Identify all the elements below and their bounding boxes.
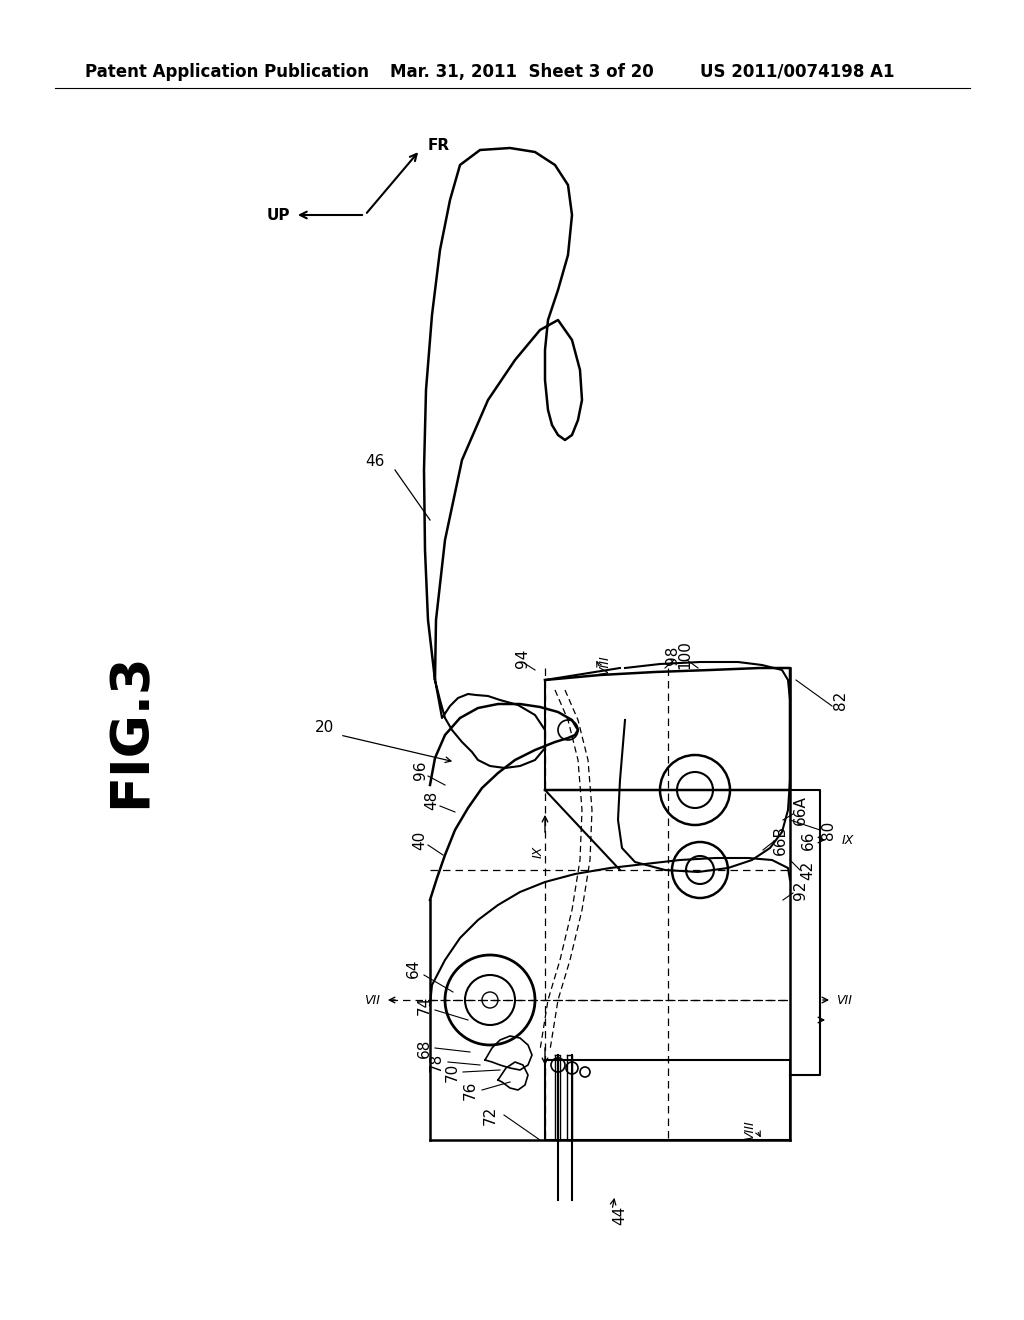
Text: 92: 92 [793,880,808,900]
Text: 100: 100 [678,640,692,669]
Text: Mar. 31, 2011  Sheet 3 of 20: Mar. 31, 2011 Sheet 3 of 20 [390,63,653,81]
Text: 70: 70 [444,1063,460,1081]
Text: 80: 80 [820,820,836,840]
Text: 42: 42 [801,861,815,879]
Text: 82: 82 [833,690,848,710]
Text: VIII: VIII [598,655,611,675]
Text: 72: 72 [482,1105,498,1125]
Text: UP: UP [266,207,290,223]
Text: 74: 74 [417,995,431,1015]
Text: 94: 94 [514,648,529,668]
Text: 66A: 66A [793,795,808,825]
Text: 98: 98 [665,645,680,665]
Text: 44: 44 [612,1205,628,1225]
Text: IX: IX [842,833,854,846]
Text: FR: FR [428,137,451,153]
Text: VII: VII [836,994,852,1006]
Text: IX: IX [531,846,545,858]
Text: FIG.3: FIG.3 [104,652,156,808]
Text: 68: 68 [417,1039,431,1057]
Text: 64: 64 [406,958,421,978]
Text: VIII: VIII [743,1121,757,1140]
Text: 20: 20 [315,721,335,735]
Text: 96: 96 [413,760,427,780]
Text: 66B: 66B [772,825,787,855]
Text: 48: 48 [425,791,439,809]
Text: 76: 76 [463,1080,477,1100]
Text: Patent Application Publication: Patent Application Publication [85,63,369,81]
Text: VII: VII [364,994,380,1006]
Text: US 2011/0074198 A1: US 2011/0074198 A1 [700,63,895,81]
Text: 40: 40 [413,830,427,850]
Text: 46: 46 [366,454,385,470]
Text: 66: 66 [801,830,815,850]
Text: 78: 78 [428,1052,443,1072]
